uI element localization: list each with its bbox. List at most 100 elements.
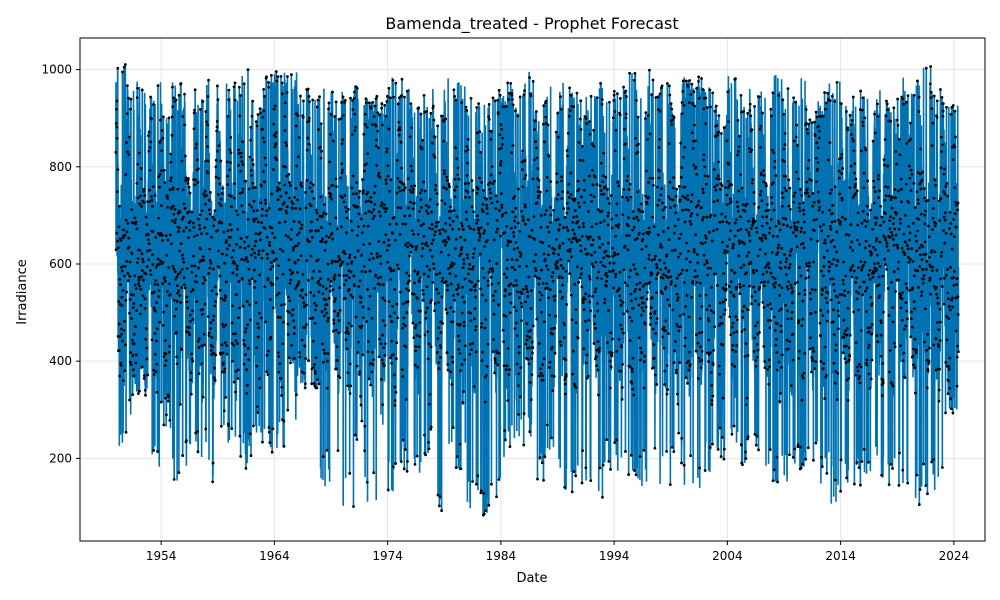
observed-point <box>127 96 130 100</box>
observed-point <box>331 288 335 292</box>
observed-point <box>335 227 339 231</box>
observed-point <box>456 283 460 287</box>
observed-point <box>463 344 467 348</box>
observed-point <box>344 210 348 214</box>
observed-point <box>322 203 326 206</box>
observed-point <box>128 360 132 364</box>
observed-point <box>919 147 923 151</box>
observed-point <box>159 231 163 235</box>
observed-point <box>921 281 925 285</box>
observed-point <box>879 319 883 323</box>
observed-point <box>294 112 298 116</box>
observed-point <box>872 245 875 249</box>
observed-point <box>314 229 318 233</box>
observed-point <box>946 291 950 295</box>
observed-point <box>816 146 820 150</box>
observed-point <box>934 222 938 226</box>
observed-point <box>284 165 287 169</box>
observed-point <box>830 94 834 98</box>
observed-point <box>384 114 388 118</box>
observed-point <box>806 167 810 170</box>
observed-point <box>907 260 911 264</box>
observed-point <box>901 468 905 472</box>
observed-point <box>920 178 924 182</box>
observed-point <box>511 97 514 101</box>
observed-point <box>485 364 489 368</box>
observed-point <box>240 276 244 280</box>
observed-point <box>865 204 869 208</box>
observed-point <box>612 99 616 102</box>
observed-point <box>917 95 921 99</box>
observed-point <box>725 244 729 248</box>
observed-point <box>780 246 784 250</box>
observed-point <box>150 291 154 295</box>
observed-point <box>735 318 739 322</box>
observed-point <box>377 240 381 243</box>
observed-point <box>835 264 838 267</box>
observed-point <box>529 94 533 98</box>
observed-point <box>530 357 534 360</box>
observed-point <box>440 114 444 118</box>
observed-point <box>787 266 791 270</box>
observed-point <box>716 448 720 451</box>
observed-point <box>571 228 575 232</box>
observed-point <box>484 374 488 377</box>
observed-point <box>811 346 815 350</box>
observed-point <box>427 402 431 406</box>
observed-point <box>344 278 348 282</box>
observed-point <box>514 206 518 210</box>
observed-point <box>733 221 737 225</box>
observed-point <box>573 232 576 236</box>
observed-point <box>312 269 316 273</box>
observed-point <box>332 329 335 333</box>
observed-point <box>460 246 464 249</box>
observed-point <box>800 226 803 230</box>
observed-point <box>418 210 421 213</box>
observed-point <box>424 203 428 207</box>
observed-point <box>206 159 210 163</box>
observed-point <box>884 238 888 242</box>
observed-point <box>928 278 932 282</box>
observed-point <box>567 259 571 263</box>
observed-point <box>200 344 204 348</box>
observed-point <box>648 230 652 234</box>
observed-point <box>510 151 513 155</box>
observed-point <box>828 208 832 212</box>
observed-point <box>728 238 731 241</box>
observed-point <box>608 100 611 104</box>
observed-point <box>398 126 401 129</box>
observed-point <box>215 125 219 129</box>
observed-point <box>430 255 434 259</box>
observed-point <box>443 202 447 206</box>
observed-point <box>715 177 719 181</box>
observed-point <box>770 114 773 118</box>
observed-point <box>580 481 584 485</box>
observed-point <box>927 362 931 365</box>
observed-point <box>674 284 678 288</box>
observed-point <box>505 364 509 368</box>
observed-point <box>763 266 767 269</box>
observed-point <box>233 81 237 85</box>
observed-point <box>606 223 610 227</box>
observed-point <box>317 382 321 386</box>
observed-point <box>567 237 571 241</box>
observed-point <box>189 313 192 317</box>
observed-point <box>146 233 150 237</box>
observed-point <box>325 234 328 238</box>
observed-point <box>777 309 781 313</box>
observed-point <box>865 363 869 367</box>
observed-point <box>277 355 281 358</box>
observed-point <box>871 227 875 231</box>
observed-point <box>380 123 384 127</box>
observed-point <box>187 236 190 240</box>
observed-point <box>668 483 672 487</box>
observed-point <box>807 275 811 279</box>
observed-point <box>203 189 207 193</box>
observed-point <box>322 360 325 364</box>
observed-point <box>588 235 592 239</box>
observed-point <box>432 267 436 270</box>
observed-point <box>442 186 446 189</box>
observed-point <box>437 326 441 330</box>
observed-point <box>215 129 219 133</box>
observed-point <box>823 238 827 242</box>
